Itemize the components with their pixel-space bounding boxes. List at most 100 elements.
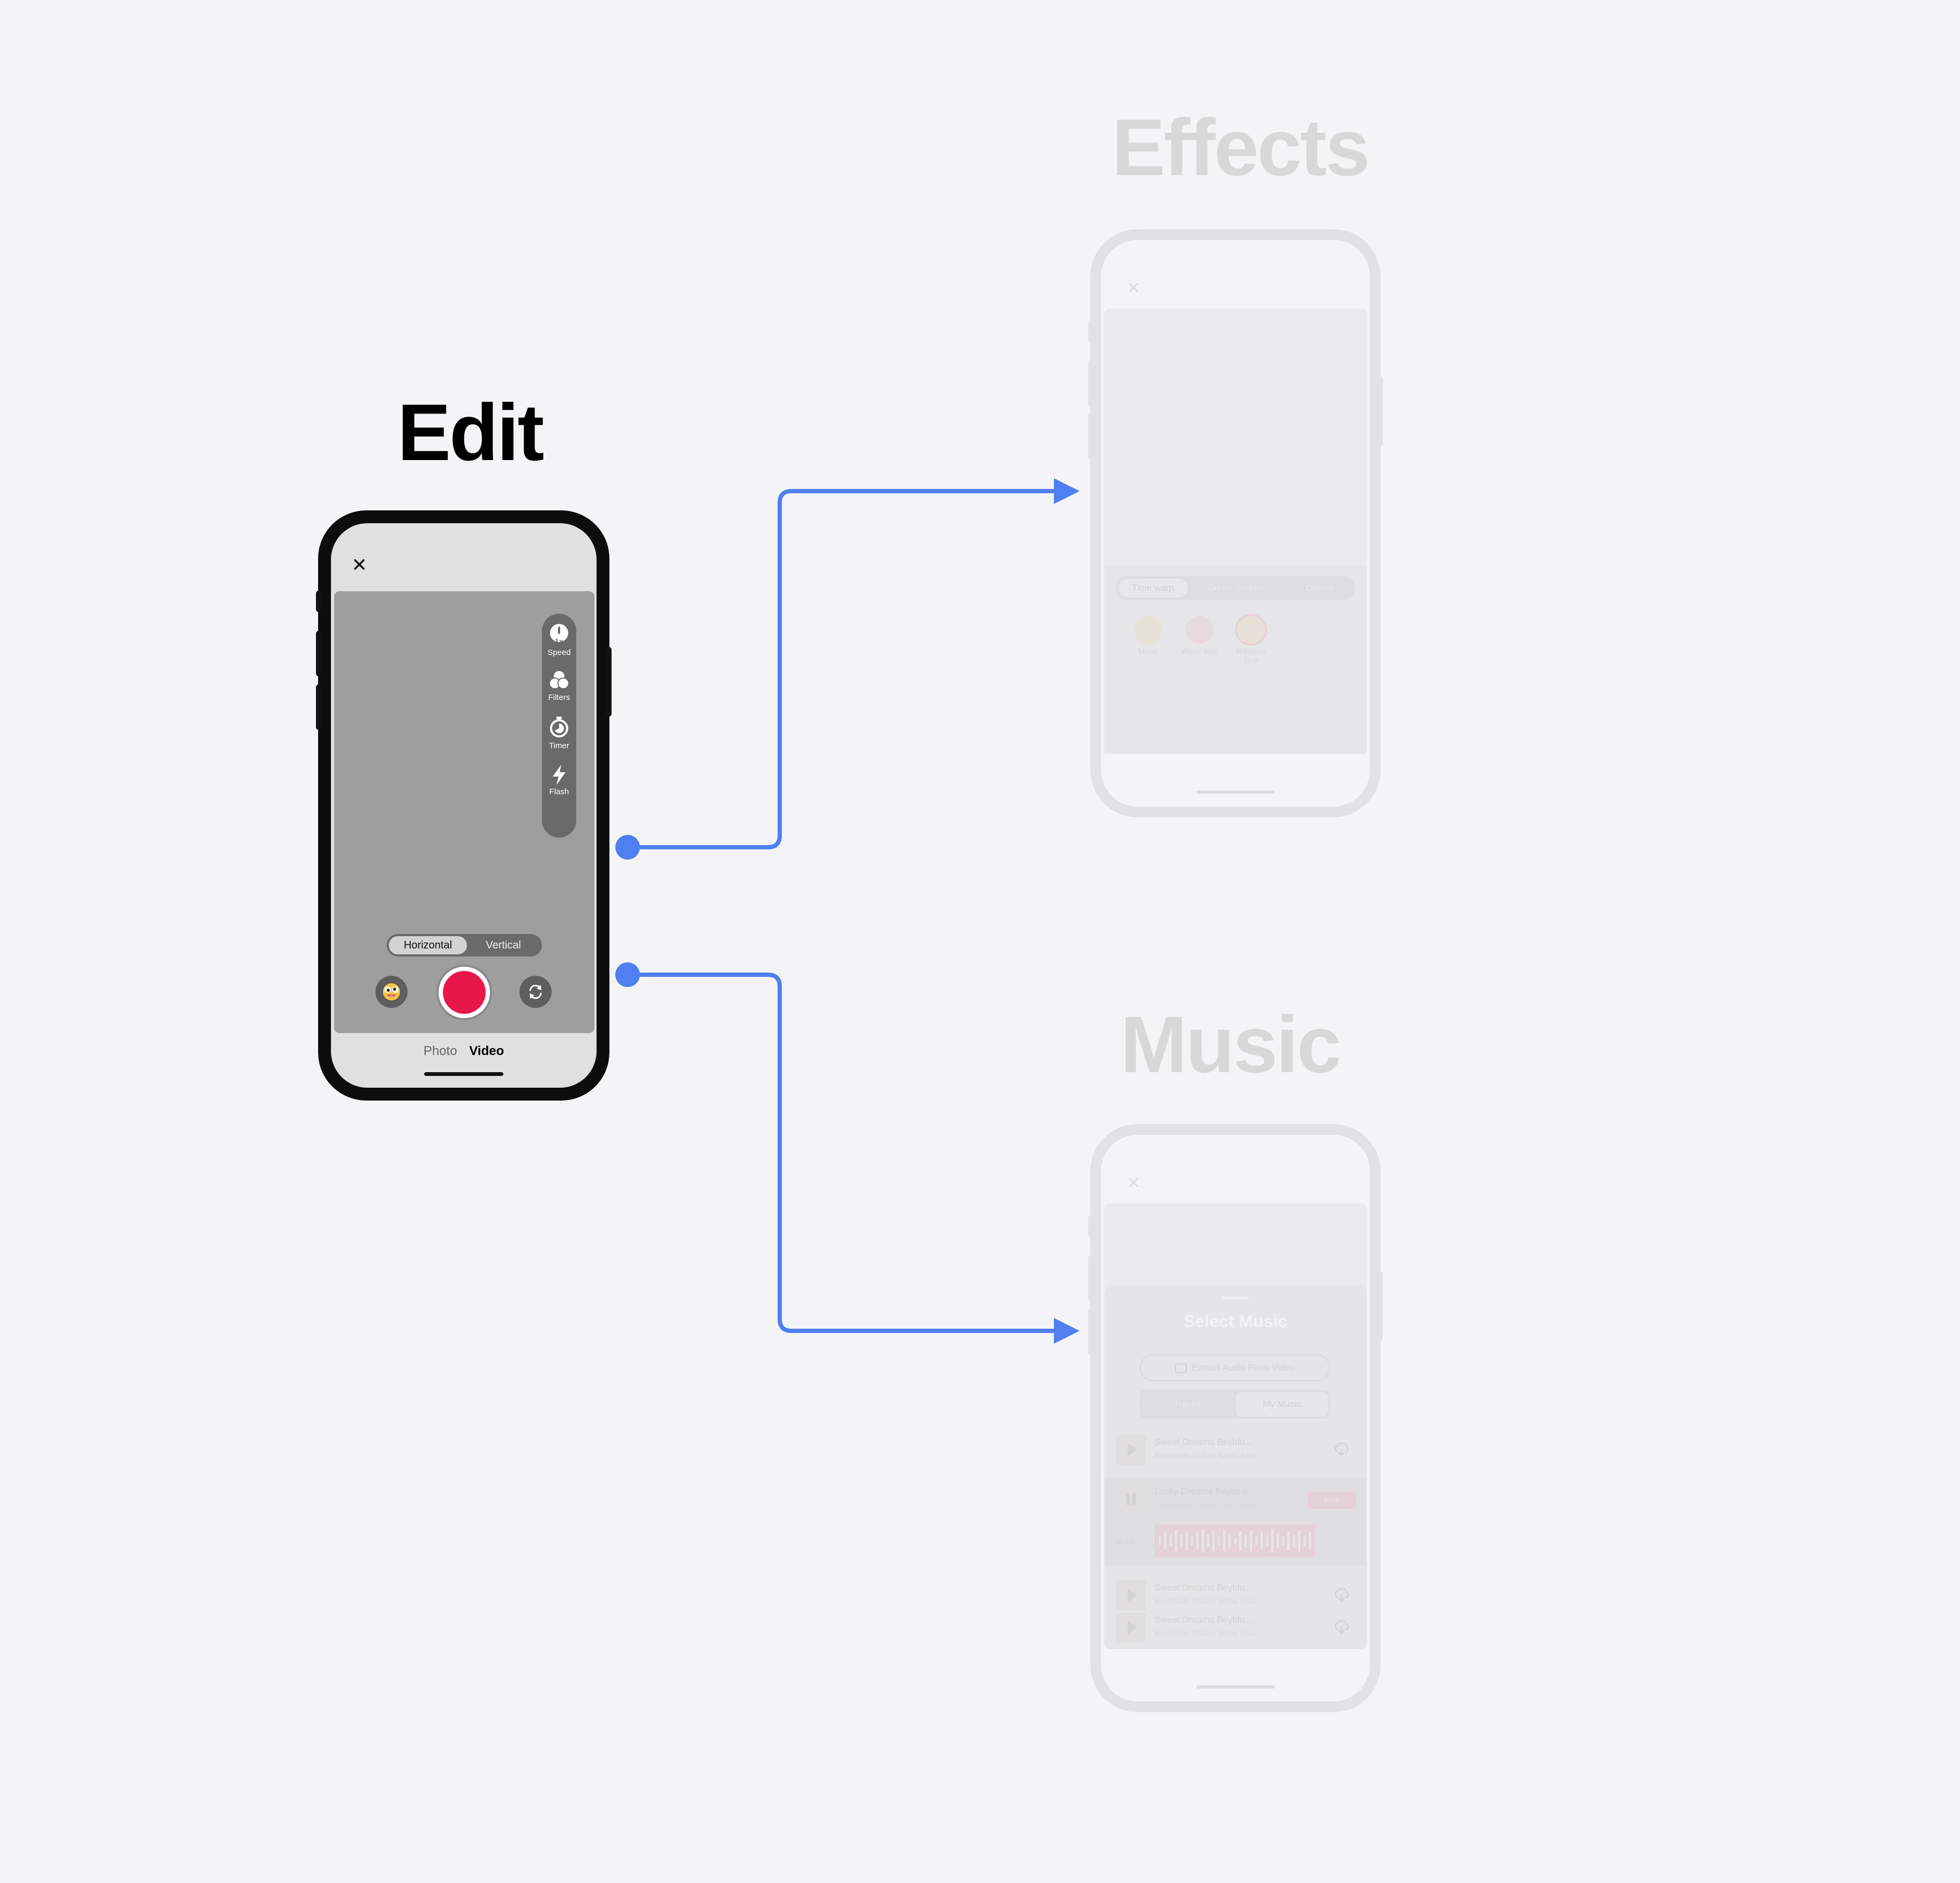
- tool-label: Flash: [549, 787, 569, 796]
- play-icon[interactable]: [1116, 1435, 1146, 1465]
- music-tabs: Tracks My Music: [1140, 1390, 1330, 1419]
- emoji-icon: [1237, 616, 1265, 644]
- effects-phone: Time warp Green Screen Others Music Wate…: [1088, 229, 1383, 817]
- play-icon[interactable]: [1116, 1613, 1146, 1643]
- effect-item[interactable]: Music: [1128, 616, 1169, 656]
- extract-audio-button[interactable]: Extract Audio From Video: [1140, 1354, 1330, 1381]
- list-item[interactable]: Sweet Dreams Beyblu... Beachside, Cuban …: [1114, 1428, 1358, 1471]
- download-icon[interactable]: [1333, 1620, 1350, 1637]
- side-button-power: [606, 647, 612, 717]
- track-title: Sweet Dreams Beyblu...: [1155, 1615, 1253, 1625]
- mode-video[interactable]: Video: [469, 1044, 504, 1058]
- list-item[interactable]: Sweet Dreams Beyblu... Beachside, Cuban …: [1114, 1574, 1358, 1617]
- effects-panel: [1104, 566, 1367, 754]
- flash-icon: [553, 765, 566, 785]
- tool-label: Speed: [547, 648, 571, 657]
- effects-emoji-button[interactable]: [375, 976, 408, 1008]
- pause-icon[interactable]: [1116, 1484, 1146, 1514]
- effects-title: Effects: [1112, 102, 1370, 192]
- extract-audio-label: Extract Audio From Video: [1192, 1362, 1295, 1373]
- track-title: Sweet Dreams Beyblu...: [1155, 1583, 1253, 1593]
- flip-camera-button[interactable]: [519, 976, 552, 1008]
- effects-tab-green-screen[interactable]: Green Screen: [1207, 583, 1264, 593]
- orientation-option-horizontal[interactable]: Horizontal: [389, 936, 467, 954]
- list-item-expanded[interactable]: Lucky Dreams Beyblue Beachside, Cuban Sa…: [1104, 1478, 1367, 1565]
- mode-photo[interactable]: Photo: [423, 1044, 457, 1058]
- effect-label: Music: [1138, 647, 1158, 656]
- speed-badge: 1x: [554, 637, 564, 646]
- camera-viewport: 1x Speed Filters: [334, 591, 594, 1033]
- flip-camera-icon: [529, 984, 542, 999]
- music-sheet-title: Select Music: [1183, 1312, 1287, 1331]
- side-button-volume-up: [1088, 360, 1092, 406]
- effects-close-icon[interactable]: [1127, 281, 1141, 297]
- record-button-core: [443, 971, 486, 1014]
- edit-screen: 1x Speed Filters: [331, 523, 597, 1088]
- orientation-toggle: Horizontal Vertical: [387, 934, 542, 956]
- music-tab-tracks[interactable]: Tracks: [1173, 1399, 1201, 1409]
- track-subtitle: Beachside, Cuban Salsa, Asia: [1155, 1500, 1255, 1509]
- list-item[interactable]: Sweet Dreams Beyblu... Beachside, Cuban …: [1114, 1606, 1358, 1649]
- tool-timer[interactable]: Timer: [542, 715, 576, 754]
- tools-sidebar: 1x Speed Filters: [542, 614, 576, 838]
- mode-switch: Photo Video: [331, 1044, 597, 1059]
- track-title: Lucky Dreams Beyblue: [1155, 1486, 1248, 1496]
- music-sheet-content: Extract Audio From Video Tracks My Music…: [1101, 1135, 1370, 1701]
- record-button[interactable]: [439, 967, 490, 1018]
- tool-filters[interactable]: Filters: [542, 669, 576, 708]
- music-phone: Select Music Extract Audio From Video Tr…: [1088, 1124, 1383, 1712]
- effect-item[interactable]: Rainbow Line: [1231, 616, 1271, 664]
- effects-tabs: Time warp Green Screen Others: [1116, 576, 1355, 600]
- music-sheet: [1104, 1285, 1367, 1649]
- music-title: Music: [1120, 999, 1341, 1089]
- track-subtitle: Beachside, Cuban Salsa, Asia: [1155, 1596, 1255, 1605]
- connector-arrowhead-music: [1054, 1318, 1080, 1344]
- effect-label: Water filter: [1181, 647, 1218, 656]
- connector-start-dot-music: [615, 962, 640, 987]
- tool-speed[interactable]: 1x Speed: [542, 621, 576, 663]
- close-icon[interactable]: [350, 555, 368, 574]
- track-subtitle: Beachside, Cuban Salsa, Asia: [1155, 1451, 1255, 1459]
- play-icon[interactable]: [1116, 1580, 1146, 1610]
- side-button-mute: [1088, 1215, 1092, 1237]
- side-button-volume-down: [1088, 414, 1092, 460]
- sheet-grabber[interactable]: [1222, 1297, 1249, 1299]
- tool-label: Timer: [549, 741, 569, 750]
- music-tab-my-music[interactable]: My Music: [1236, 1392, 1328, 1417]
- effects-tab-time-warp[interactable]: Time warp: [1118, 578, 1188, 598]
- connector-arrowhead-effects: [1054, 478, 1080, 504]
- home-indicator: [1196, 1685, 1275, 1689]
- track-title: Sweet Dreams Beyblu...: [1155, 1437, 1253, 1447]
- music-close-icon[interactable]: [1127, 1176, 1141, 1192]
- side-button-power: [1378, 1271, 1383, 1341]
- side-button-mute: [316, 591, 321, 612]
- effects-panel-content: Time warp Green Screen Others Music Wate…: [1101, 240, 1370, 807]
- connector-to-effects: [625, 489, 1060, 849]
- edit-title: Edit: [397, 387, 544, 477]
- effects-tab-others[interactable]: Others: [1306, 583, 1333, 593]
- tool-flash[interactable]: Flash: [542, 764, 576, 802]
- timer-icon: [550, 717, 568, 737]
- playback-time: 00:00: [1116, 1538, 1135, 1546]
- effect-label: Rainbow Line: [1236, 647, 1266, 664]
- side-button-volume-up: [316, 631, 321, 676]
- side-button-volume-up: [1088, 1255, 1092, 1301]
- use-button[interactable]: Use: [1308, 1492, 1356, 1509]
- effect-item[interactable]: Water filter: [1179, 616, 1220, 656]
- track-subtitle: Beachside, Cuban Salsa, Asia: [1155, 1629, 1255, 1637]
- side-button-volume-down: [316, 684, 321, 730]
- extract-icon: [1174, 1363, 1187, 1373]
- emoji-icon: [1134, 616, 1162, 644]
- orientation-option-vertical[interactable]: Vertical: [486, 939, 521, 951]
- edit-phone: 1x Speed Filters: [316, 510, 612, 1101]
- download-icon[interactable]: [1333, 1588, 1350, 1605]
- effects-emoji-icon: [383, 983, 400, 1000]
- home-indicator: [1196, 790, 1275, 794]
- connector-to-music: [625, 973, 1060, 1333]
- speed-icon: [550, 624, 568, 642]
- audio-waveform[interactable]: [1155, 1525, 1315, 1557]
- side-button-volume-down: [1088, 1309, 1092, 1354]
- download-icon[interactable]: [1333, 1442, 1350, 1459]
- connector-start-dot-effects: [615, 835, 640, 860]
